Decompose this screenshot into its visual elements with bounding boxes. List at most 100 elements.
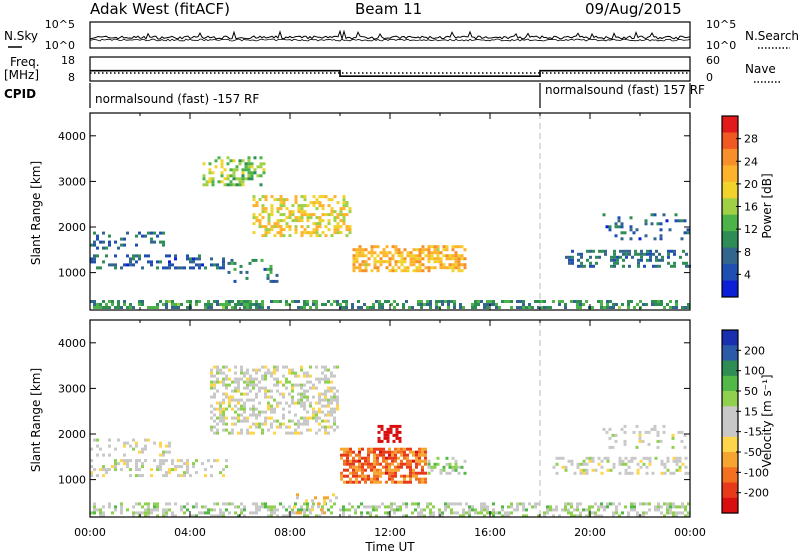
heatmap-cell [555, 456, 559, 460]
heatmap-cell [390, 508, 393, 512]
heatmap-cell [351, 306, 354, 309]
heatmap-cell [398, 424, 402, 428]
heatmap-cell [300, 416, 303, 420]
heatmap-cell [628, 264, 631, 268]
heatmap-cell [255, 422, 258, 426]
heatmap-cell [264, 207, 268, 211]
heatmap-cell [223, 177, 227, 181]
heatmap-cell [352, 456, 355, 460]
heatmap-cell [388, 447, 391, 451]
heatmap-cell [430, 465, 434, 469]
heatmap-cell [616, 261, 619, 265]
heatmap-cell [246, 380, 249, 384]
heatmap-cell [144, 234, 147, 238]
heatmap-cell [352, 462, 355, 466]
heatmap-cell [355, 468, 358, 472]
heatmap-cell [625, 252, 628, 256]
heatmap-cell [306, 508, 309, 512]
heatmap-cell [426, 505, 429, 509]
heatmap-cell [400, 263, 404, 267]
heatmap-cell [294, 201, 298, 205]
heatmap-cell [219, 413, 222, 417]
heatmap-cell [393, 306, 396, 309]
heatmap-cell [633, 306, 636, 309]
heatmap-cell [605, 225, 609, 229]
heatmap-cell [225, 459, 228, 463]
heatmap-cell [327, 204, 331, 208]
heatmap-cell [370, 477, 373, 481]
heatmap-cell [675, 306, 678, 309]
heatmap-cell [367, 462, 370, 466]
heatmap-cell [519, 502, 522, 506]
heatmap-cell [198, 266, 201, 270]
heatmap-cell [132, 263, 135, 267]
heatmap-cell [282, 365, 285, 369]
heatmap-cell [186, 502, 189, 506]
heatmap-cell [297, 207, 301, 211]
heatmap-cell [228, 511, 231, 515]
heatmap-cell [600, 471, 604, 475]
heatmap-cell [367, 450, 370, 454]
heatmap-cell [279, 207, 283, 211]
heatmap-cell [367, 447, 370, 451]
heatmap-cell [309, 374, 312, 378]
heatmap-cell [216, 407, 219, 411]
heatmap-cell [315, 198, 319, 202]
heatmap-cell [436, 462, 440, 466]
heatmap-cell [624, 471, 628, 475]
heatmap-cell [264, 386, 267, 390]
power-colorbar-label: Power [dB] [760, 173, 774, 238]
heatmap-cell [675, 462, 679, 466]
heatmap-cell [453, 511, 456, 515]
heatmap-cell [348, 231, 352, 235]
heatmap-cell [399, 505, 402, 509]
heatmap-cell [276, 425, 279, 429]
heatmap-cell [433, 257, 437, 261]
heatmap-cell [273, 234, 277, 238]
heatmap-cell [394, 248, 398, 252]
heatmap-cell [395, 424, 399, 428]
heatmap-cell [276, 401, 279, 405]
heatmap-cell [297, 508, 300, 512]
heatmap-cell [141, 303, 144, 306]
heatmap-cell [355, 459, 358, 463]
heatmap-cell [501, 505, 504, 509]
heatmap-cell [370, 468, 373, 472]
heatmap-cell [373, 477, 376, 481]
heatmap-cell [361, 471, 364, 475]
heatmap-cell [631, 255, 634, 259]
heatmap-cell [294, 216, 298, 220]
heatmap-cell [120, 502, 123, 506]
heatmap-cell [306, 395, 309, 399]
heatmap-cell [570, 300, 573, 303]
heatmap-cell [568, 258, 571, 262]
heatmap-cell [300, 204, 304, 208]
heatmap-cell [249, 431, 252, 435]
heatmap-cell [264, 377, 267, 381]
cpid-right-text: normalsound (fast) 157 RF [545, 83, 705, 97]
noise-right-tick-top: 10^5 [706, 18, 736, 31]
heatmap-cell [246, 377, 249, 381]
heatmap-cell [352, 260, 356, 264]
heatmap-cell [228, 431, 231, 435]
heatmap-cell [240, 365, 243, 369]
heatmap-cell [99, 514, 102, 518]
heatmap-cell [606, 505, 609, 509]
heatmap-cell [672, 471, 676, 475]
heatmap-cell [279, 225, 283, 229]
heatmap-cell [235, 183, 239, 187]
heatmap-cell [420, 508, 423, 512]
heatmap-cell [391, 450, 394, 454]
heatmap-cell [384, 505, 387, 509]
heatmap-cell [233, 261, 237, 265]
heatmap-cell [672, 511, 675, 515]
heatmap-cell [303, 416, 306, 420]
heatmap-cell [120, 511, 123, 515]
heatmap-cell [198, 300, 201, 303]
heatmap-cell [549, 505, 552, 509]
heatmap-cell [291, 383, 294, 387]
heatmap-cell [342, 222, 346, 226]
heatmap-cell [376, 453, 379, 457]
heatmap-cell [249, 383, 252, 387]
heatmap-cell [579, 306, 582, 309]
